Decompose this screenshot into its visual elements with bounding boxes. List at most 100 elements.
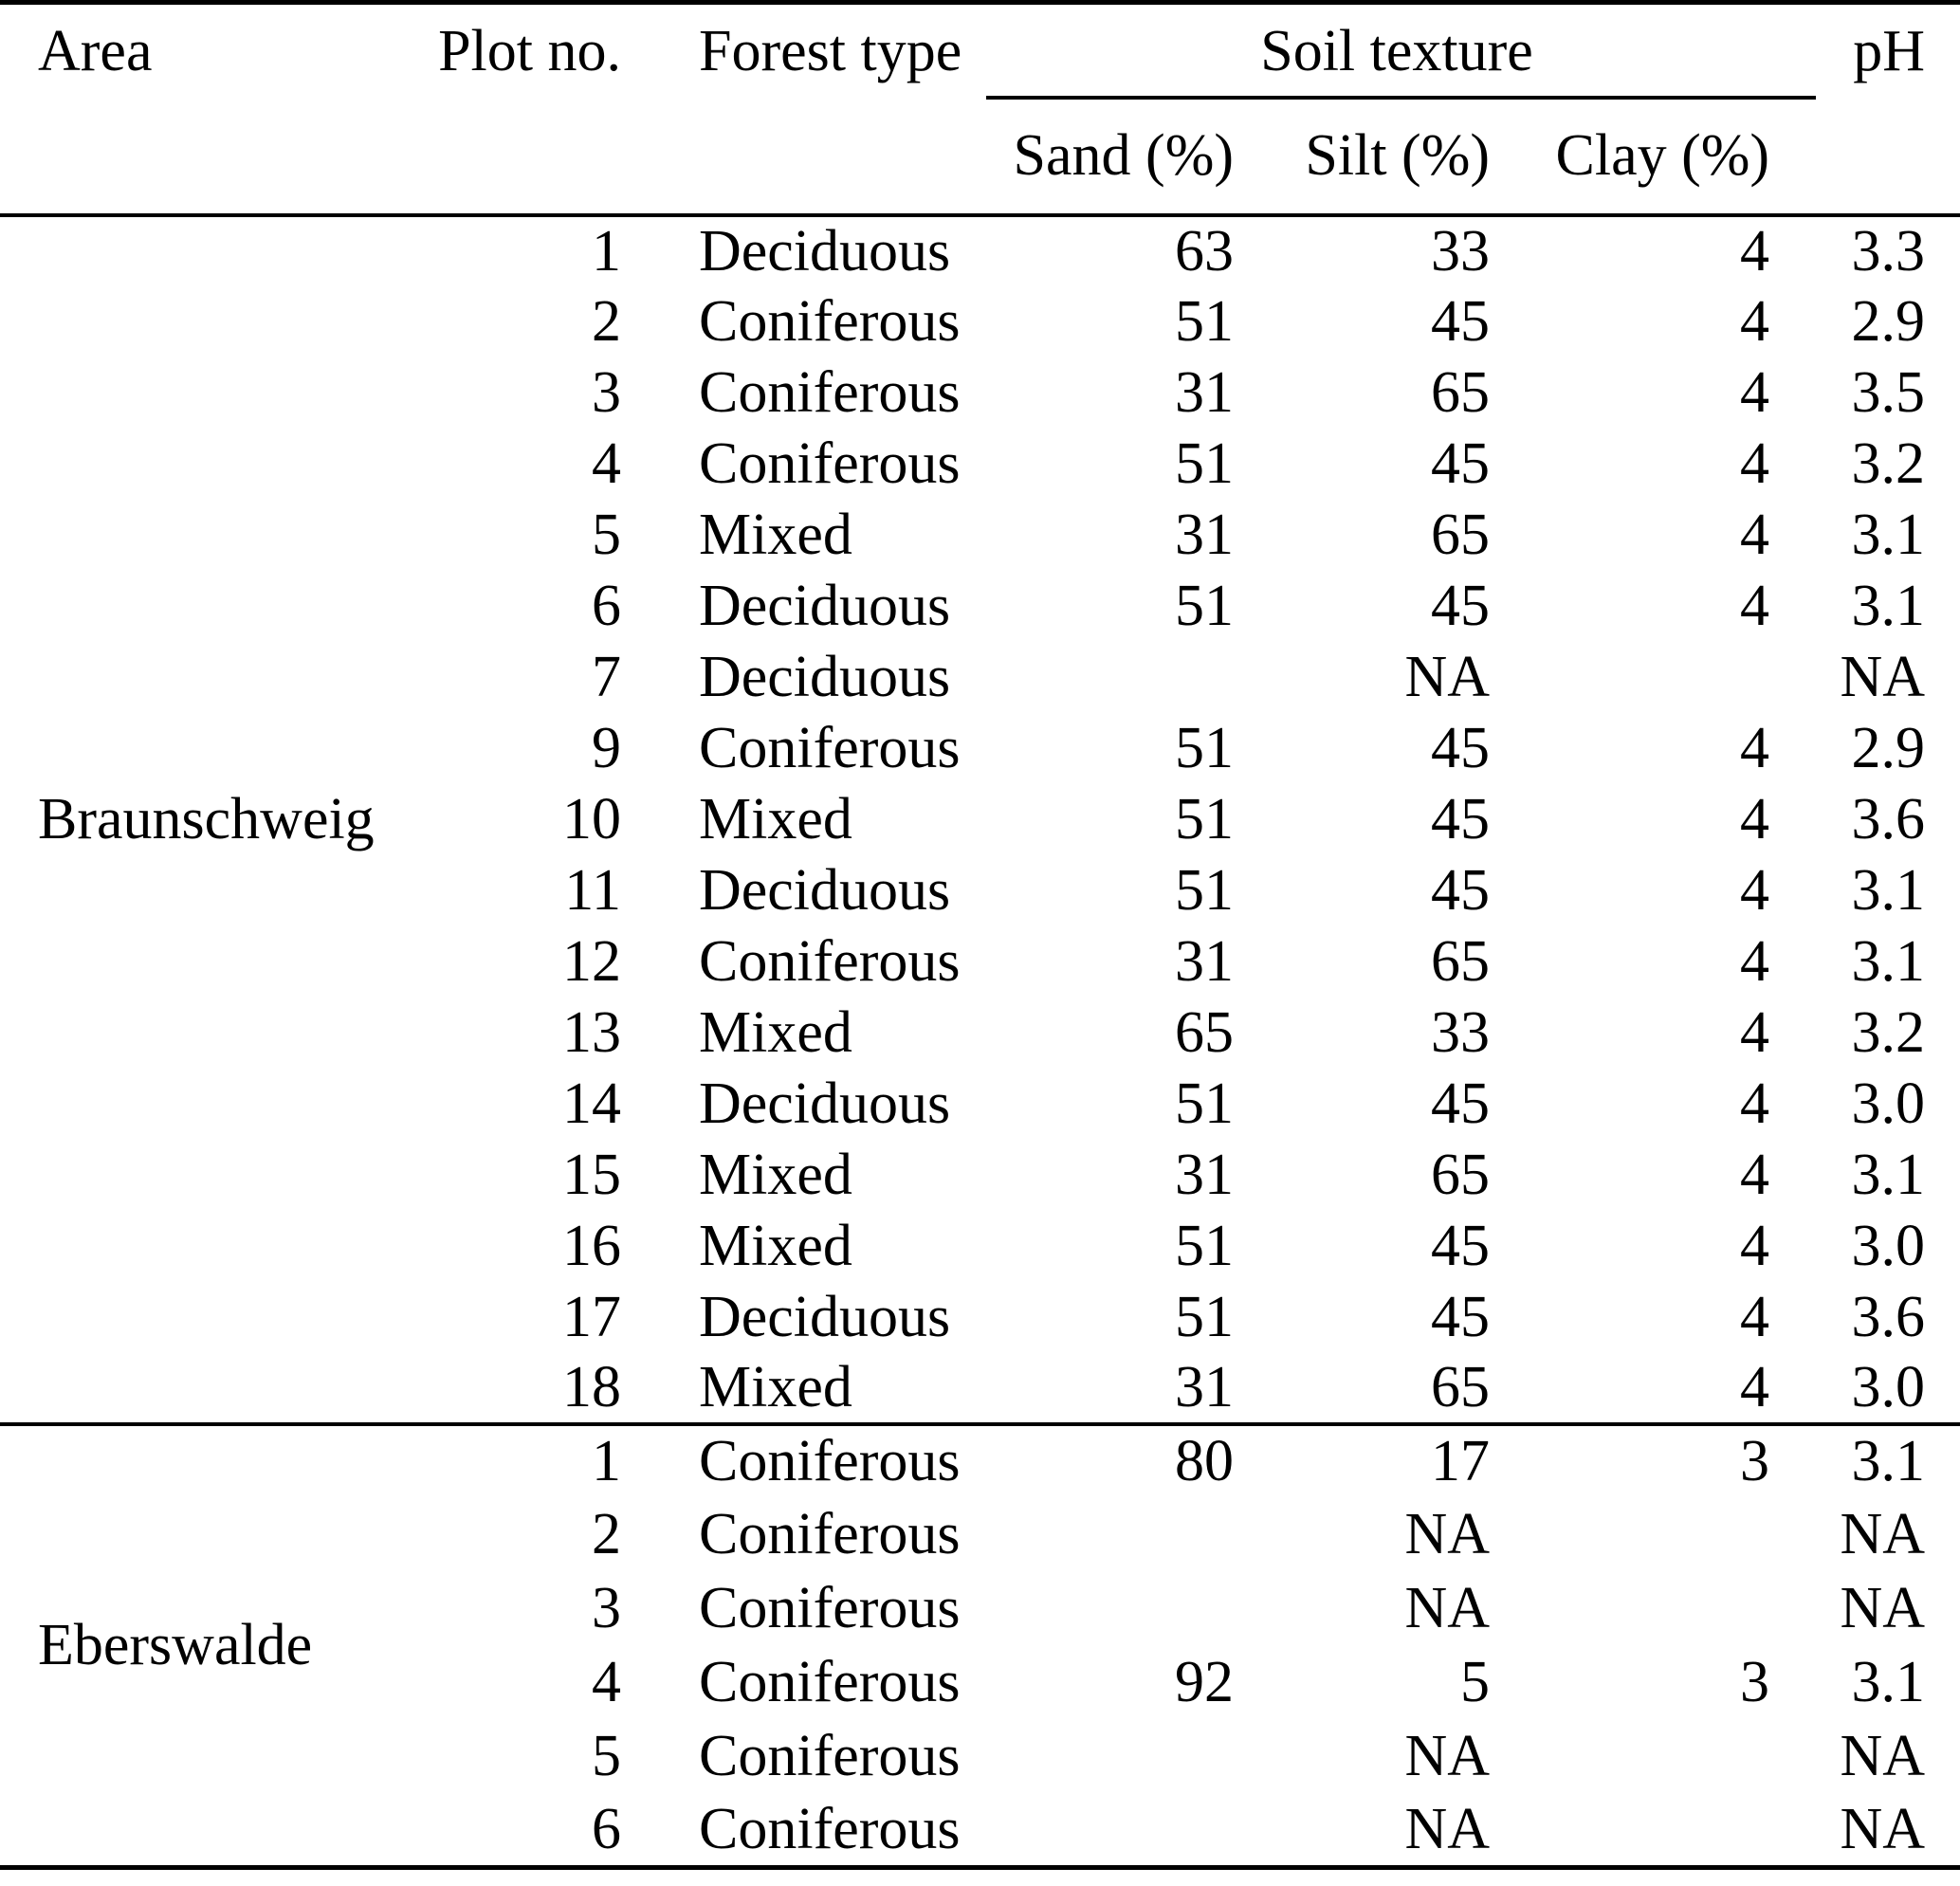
cell-forest: Mixed: [699, 1354, 852, 1419]
table-row: Braunschweig 1 Deciduous 63 33 4 3.3: [0, 215, 1960, 851]
cell-forest: Deciduous: [699, 644, 951, 709]
col-header-clay: Clay (%): [1490, 99, 1770, 217]
cell-ph: 3.3: [1851, 218, 1926, 284]
cell-forest: Mixed: [699, 786, 852, 851]
cell-ph: 3.0: [1851, 1354, 1926, 1419]
cell-silt: 33: [1431, 218, 1490, 284]
area-group-label: Eberswalde: [0, 1421, 422, 1868]
cell-sand: 80: [977, 1421, 1234, 1498]
cell-sand: 65: [1175, 999, 1234, 1065]
cell-ph: NA: [1840, 1724, 1926, 1788]
cell-plot: 5: [592, 502, 621, 567]
cell-plot: 13: [562, 999, 621, 1065]
cell-clay: 4: [1740, 288, 1770, 354]
cell-clay: 4: [1740, 928, 1770, 994]
cell-silt: 65: [1431, 502, 1490, 567]
table-body: Braunschweig 1 Deciduous 63 33 4 3.3 2 Coniferou…: [0, 215, 1960, 1868]
table-row: Eberswalde 1 Coniferous 80 17 3 3.1: [0, 1421, 1960, 1868]
cell-ph: 3.2: [1851, 430, 1926, 496]
cell-clay: 4: [1740, 999, 1770, 1065]
cell-forest: Deciduous: [699, 1071, 951, 1136]
cell-sand: 31: [1175, 502, 1234, 567]
cell-clay: 4: [1740, 857, 1770, 923]
cell-clay: 4: [1740, 1284, 1770, 1349]
col-header-forest-type: Forest type: [699, 19, 962, 84]
cell-plot: 2: [592, 288, 621, 354]
cell-silt: 33: [1431, 999, 1490, 1065]
table-row: 2 Coniferous NA NA: [0, 1498, 1960, 1572]
cell-sand: [977, 642, 1234, 713]
header-spacer: [0, 99, 422, 217]
cell-sand: [977, 1572, 1234, 1646]
cell-ph: 3.1: [1851, 928, 1926, 994]
table-row: 18 Mixed 31 65 4 3.0: [0, 1353, 1960, 1424]
cell-silt: NA: [1404, 644, 1490, 709]
cell-plot: 10: [562, 786, 621, 851]
header-row-top: Area Plot no. Forest type Soil texture p…: [0, 3, 1960, 100]
cell-ph: NA: [1840, 1502, 1926, 1566]
table-row: 4 Coniferous 51 45 4 3.2: [0, 429, 1960, 500]
soil-texture-label: Soil texture: [1260, 19, 1533, 84]
cell-sand: 51: [1175, 430, 1234, 496]
cell-sand: 51: [1175, 1213, 1234, 1278]
cell-silt: 45: [1431, 1071, 1490, 1136]
cell-plot: 3: [592, 1576, 621, 1640]
cell-forest: Coniferous: [621, 1421, 977, 1498]
table-row: 9 Coniferous 51 45 4 2.9: [0, 713, 1960, 784]
table-row: 4 Coniferous 92 5 3 3.1: [0, 1646, 1960, 1720]
cell-plot: 15: [562, 1142, 621, 1207]
cell-forest: Mixed: [699, 1213, 852, 1278]
cell-clay: 4: [1740, 1213, 1770, 1278]
soil-texture-underline: [986, 95, 1817, 100]
col-header-ph: pH: [1853, 19, 1926, 84]
cell-plot: 12: [562, 928, 621, 994]
cell-clay: 4: [1740, 786, 1770, 851]
cell-plot: 4: [592, 1650, 621, 1714]
col-header-silt: Silt (%): [1234, 99, 1490, 217]
table-row: 3 Coniferous 31 65 4 3.5: [0, 357, 1960, 429]
cell-silt: NA: [1404, 1502, 1490, 1566]
table-row: 12 Coniferous 31 65 4 3.1: [0, 926, 1960, 998]
cell-ph: 2.9: [1851, 288, 1926, 354]
table-row: 6 Coniferous NA NA: [0, 1794, 1960, 1868]
cell-plot: 4: [592, 430, 621, 496]
cell-silt: 45: [1431, 430, 1490, 496]
cell-silt: NA: [1404, 1796, 1490, 1861]
cell-sand: 31: [1175, 1354, 1234, 1419]
cell-sand: [977, 1720, 1234, 1794]
table-row: 7 Deciduous NA NA: [0, 642, 1960, 713]
cell-silt: 45: [1431, 288, 1490, 354]
cell-clay: 4: [1740, 430, 1770, 496]
cell-clay: 3: [1740, 1650, 1770, 1714]
cell-sand: 31: [1175, 928, 1234, 994]
cell-forest: Deciduous: [699, 218, 951, 284]
cell-silt: 65: [1431, 1354, 1490, 1419]
col-header-sand: Sand (%): [977, 99, 1234, 217]
cell-silt: NA: [1404, 1576, 1490, 1640]
cell-ph: NA: [1840, 1796, 1926, 1861]
cell-clay: [1490, 1794, 1769, 1868]
header-spacer: [422, 99, 621, 217]
cell-sand: 31: [1175, 359, 1234, 425]
cell-silt: 65: [1431, 359, 1490, 425]
cell-sand: [977, 1794, 1234, 1868]
cell-forest: Deciduous: [699, 573, 951, 638]
cell-plot: 1: [592, 218, 621, 284]
cell-sand: 63: [1175, 218, 1234, 284]
cell-clay: 4: [1740, 573, 1770, 638]
cell-silt: 65: [1431, 928, 1490, 994]
cell-forest: Deciduous: [699, 1284, 951, 1349]
cell-plot: 6: [592, 573, 621, 638]
cell-sand: 51: [1175, 786, 1234, 851]
cell-sand: 51: [1175, 1284, 1234, 1349]
cell-plot: 5: [592, 1724, 621, 1788]
cell-forest: Coniferous: [699, 288, 961, 354]
cell-silt: 45: [1431, 1213, 1490, 1278]
cell-sand: [977, 1498, 1234, 1572]
cell-silt: 5: [1460, 1650, 1490, 1714]
cell-forest: Mixed: [699, 999, 852, 1065]
cell-plot: 18: [562, 1354, 621, 1419]
cell-plot: 17: [562, 1284, 621, 1349]
cell-clay: 4: [1740, 1354, 1770, 1419]
cell-plot: 14: [562, 1071, 621, 1136]
